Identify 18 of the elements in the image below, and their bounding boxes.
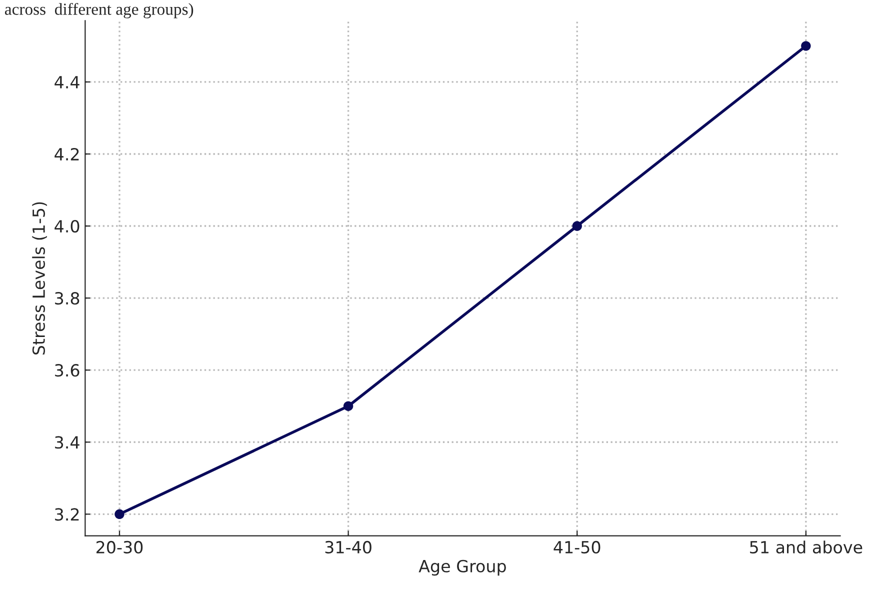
y-tick-label: 4.4 [54, 76, 80, 88]
text: across different age groups) [4, 2, 194, 18]
y-tick-label: 3.2 [55, 508, 79, 521]
x-tick-label: 51 and above [750, 540, 862, 554]
x-tick-label: 20-30 [96, 540, 143, 554]
x-tick-label: 41-50 [554, 540, 600, 554]
x-tick-label: 31-40 [325, 540, 372, 554]
y-tick-label: 3.8 [55, 292, 80, 305]
y-tick-label: 4.0 [54, 220, 80, 233]
y-tick-label: 3.6 [55, 364, 80, 377]
point [572, 221, 582, 231]
y-axis-title: Stress Levels (1-5) [32, 202, 47, 354]
point [343, 401, 354, 411]
x-axis-title: Age Group [418, 560, 506, 576]
point [114, 509, 124, 520]
point [801, 41, 811, 51]
y-tick-label: 3.4 [55, 436, 80, 449]
y-tick-label: 4.2 [54, 148, 79, 160]
